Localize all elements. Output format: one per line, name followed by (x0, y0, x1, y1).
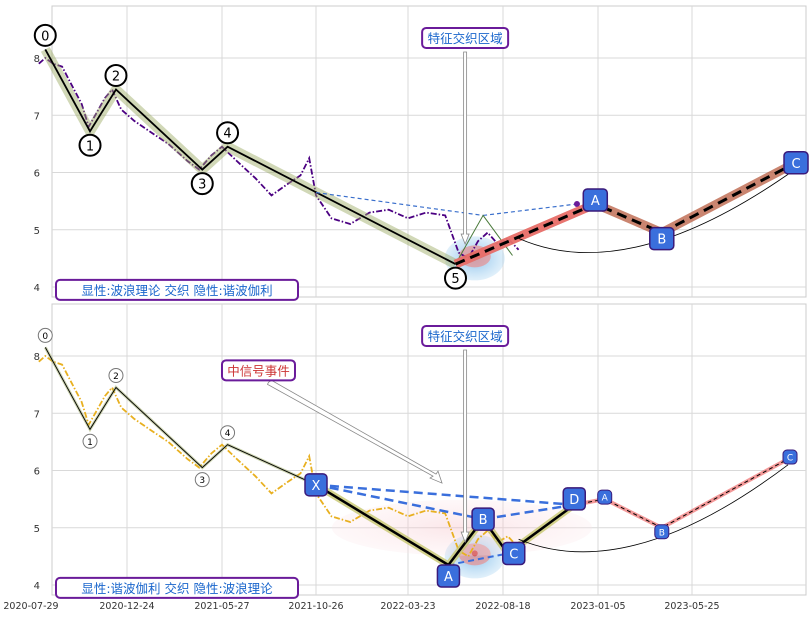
projection-label-box (654, 524, 670, 540)
projection-label-box (783, 151, 809, 175)
wave-label-circle (216, 121, 240, 145)
wave-label: 5 (451, 272, 459, 287)
projection-label: A (602, 494, 609, 504)
y-tick-label: 5 (34, 226, 40, 237)
annotation-text: 显性:谐波伽利 交织 隐性:波浪理论 (81, 581, 273, 596)
price-series-line (38, 56, 520, 260)
harmonic-label: A (444, 570, 453, 585)
annotation-text: 中信号事件 (227, 363, 290, 378)
annotation-box (421, 324, 510, 347)
projection-arc (518, 464, 789, 553)
harmonic-label: X (312, 479, 321, 494)
x-tick-label: 2020-07-29 (3, 601, 58, 612)
wave-label: 3 (198, 178, 206, 193)
wave-line (44, 48, 456, 265)
x-tick-label: 2023-05-25 (664, 601, 719, 612)
x-tick-label: 2020-12-24 (99, 601, 154, 612)
x-tick-label: 2022-08-18 (475, 601, 530, 612)
projection-label-box (582, 188, 609, 212)
wave-label: 4 (225, 429, 231, 439)
harmonic-label: C (509, 548, 518, 563)
wave-label: 0 (42, 332, 48, 342)
annotation-arrow (266, 379, 443, 484)
y-tick-label: 7 (34, 409, 40, 420)
wave-label-circle (104, 63, 128, 87)
projection-label-box (782, 449, 798, 465)
annotation-box (220, 359, 296, 382)
reference-dot (573, 200, 580, 207)
harmonic-label-box (502, 541, 526, 566)
projection-label: B (659, 528, 665, 538)
wave-label: 2 (112, 69, 120, 84)
annotation-text: 特征交织区域 (428, 329, 503, 344)
wave-label: 1 (86, 139, 94, 154)
reference-line (483, 203, 578, 217)
annotation-box (421, 26, 510, 49)
harmonic-label: D (569, 493, 579, 508)
wave-label-circle (33, 23, 57, 47)
harmonic-fan (482, 503, 575, 521)
wave-label: 2 (113, 372, 119, 382)
x-tick-label: 2021-05-27 (194, 601, 249, 612)
annotation-arrow (460, 51, 470, 246)
projection-label: C (791, 157, 800, 172)
harmonic-label: B (479, 513, 488, 528)
wave-label: 4 (223, 127, 231, 142)
wave-label-circle (37, 327, 53, 343)
projection-line (574, 458, 789, 529)
y-tick-label: 6 (34, 169, 40, 180)
wave-label: 1 (87, 438, 93, 448)
price-series-line (38, 354, 520, 558)
harmonic-fan (315, 483, 484, 521)
x-tick-label: 2021-10-26 (288, 601, 343, 612)
annotation-text: 显性:波浪理论 交织 隐性:谐波伽利 (81, 283, 272, 298)
harmonic-fan (448, 552, 508, 566)
wave-label-circle (444, 266, 467, 290)
wave-label-circle (194, 472, 210, 488)
y-tick-label: 5 (34, 524, 40, 535)
y-tick-label: 4 (34, 581, 40, 592)
wave-label-circle (190, 172, 214, 196)
wave-label-circle (82, 433, 98, 449)
harmonic-fan (315, 483, 575, 507)
y-tick-label: 8 (34, 352, 40, 363)
harmonic-label-box (436, 564, 461, 588)
wave-label-circle (220, 425, 236, 441)
y-tick-label: 4 (34, 283, 40, 294)
projection-arc (518, 169, 795, 253)
projection-label: B (657, 233, 666, 248)
projection-label-box (649, 226, 675, 251)
annotation-box (55, 576, 299, 599)
harmonic-label-box (562, 487, 586, 511)
wave-label-circle (78, 133, 102, 157)
wave-line (44, 347, 317, 486)
harmonic-label-box (304, 473, 328, 497)
projection-label: A (591, 194, 600, 209)
projection-label-box (597, 489, 613, 505)
x-tick-label: 2022-03-23 (380, 601, 435, 612)
projection-label: C (787, 454, 793, 464)
projection-line (454, 165, 789, 266)
wave-label-circle (108, 367, 124, 383)
y-tick-label: 6 (34, 467, 40, 478)
annotation-text: 特征交织区域 (428, 31, 503, 46)
wave-label: 3 (199, 476, 205, 486)
harmonic-label-box (471, 507, 495, 531)
annotation-box (55, 278, 299, 301)
annotation-arrow (460, 349, 470, 544)
y-tick-label: 7 (34, 111, 40, 122)
y-tick-label: 8 (34, 54, 40, 65)
x-tick-label: 2023-01-05 (570, 601, 625, 612)
wave-label: 0 (41, 29, 49, 44)
reference-line (315, 191, 484, 217)
